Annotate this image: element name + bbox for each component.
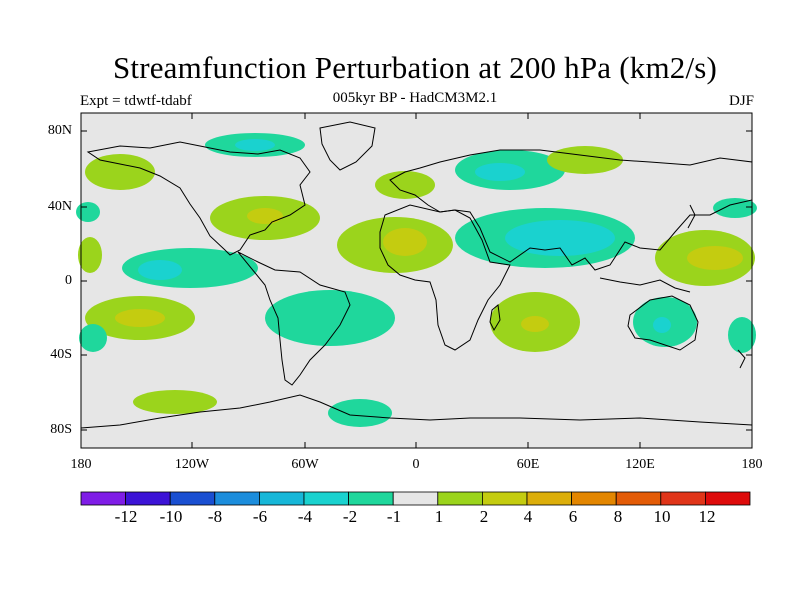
colorbar-label: 6: [568, 507, 578, 526]
anomaly-region: [383, 228, 427, 256]
lon-label: 60E: [516, 457, 540, 472]
colorbar-swatch: [481, 491, 528, 506]
anomaly-region: [265, 290, 395, 346]
anomaly-region: [115, 309, 165, 327]
colorbar-label: -8: [207, 507, 223, 526]
anomaly-region: [687, 246, 743, 270]
anomaly-region: [76, 202, 100, 222]
lon-label: 120W: [174, 457, 210, 472]
colorbar-label: -10: [159, 507, 183, 526]
anomaly-region: [78, 237, 102, 273]
experiment-label: Expt = tdwtf-tdabf: [80, 93, 192, 109]
colorbar-label: 12: [698, 507, 716, 526]
coastline-new-zealand: [737, 349, 746, 369]
anomaly-region: [375, 171, 435, 199]
coastline-south-america: [237, 251, 351, 386]
anomaly-region: [133, 390, 217, 414]
colorbar-swatch: [705, 491, 751, 506]
plot-subtitle: 005kyr BP - HadCM3M2.1: [332, 90, 498, 106]
coastline-madagascar: [489, 304, 501, 332]
colorbar: [80, 491, 751, 506]
coastline-japan: [687, 204, 696, 229]
lon-label: 120E: [625, 457, 655, 472]
coastline-australia: [627, 295, 699, 351]
coastline-africa: [379, 204, 511, 351]
colorbar-swatch: [437, 491, 483, 506]
coastline-antarctica: [80, 394, 753, 429]
lat-label: 40N: [47, 199, 72, 214]
axis-ticks: [81, 113, 752, 448]
colorbar-swatch: [660, 491, 706, 506]
coastline-eurasia: [389, 149, 753, 271]
anomaly-region: [713, 198, 757, 218]
anomaly-region: [728, 317, 756, 353]
anomaly-fields: [76, 133, 757, 427]
anomaly-region: [475, 163, 525, 181]
colorbar-swatch: [169, 491, 216, 506]
colorbar-label: -6: [252, 507, 268, 526]
colorbar-swatch: [526, 491, 572, 506]
colorbar-label: -4: [297, 507, 313, 526]
lat-label: 0: [65, 273, 72, 288]
lon-label: 180: [741, 457, 763, 472]
colorbar-label: 4: [523, 507, 533, 526]
lon-label: 0: [412, 457, 420, 472]
colorbar-label: 1: [434, 507, 444, 526]
anomaly-region: [247, 208, 283, 224]
colorbar-swatch: [392, 491, 439, 506]
colorbar-swatch: [303, 491, 349, 506]
coastline-north-america: [86, 141, 311, 256]
colorbar-label: -2: [342, 507, 358, 526]
colorbar-swatch: [258, 491, 305, 506]
colorbar-label: -12: [114, 507, 138, 526]
lat-label: 80S: [50, 422, 72, 437]
anomaly-region: [521, 316, 549, 332]
colorbar-swatch: [348, 491, 394, 506]
colorbar-swatch: [615, 491, 662, 506]
colorbar-label: 10: [653, 507, 671, 526]
coastlines: [80, 121, 753, 429]
colorbar-swatch: [571, 491, 617, 506]
anomaly-region: [505, 220, 615, 256]
colorbar-swatch: [125, 491, 171, 506]
anomaly-region: [328, 399, 392, 427]
anomaly-region: [653, 317, 671, 333]
coastline-indonesia: [599, 277, 691, 293]
anomaly-region: [85, 154, 155, 190]
anomaly-region: [235, 139, 275, 151]
anomaly-region: [79, 324, 107, 352]
colorbar-swatch: [214, 491, 260, 506]
lat-label: 40S: [50, 347, 72, 362]
lon-label: 60W: [291, 457, 319, 472]
colorbar-label: 8: [613, 507, 623, 526]
colorbar-swatch: [80, 491, 126, 506]
coastline-greenland: [319, 121, 376, 171]
lat-label: 80N: [47, 123, 72, 138]
anomaly-region: [547, 146, 623, 174]
anomaly-region: [138, 260, 182, 280]
season-label: DJF: [728, 93, 754, 109]
colorbar-label: 2: [479, 507, 489, 526]
plot-title: Streamfunction Perturbation at 200 hPa (…: [112, 50, 718, 85]
lon-label: 180: [70, 457, 92, 472]
colorbar-label: -1: [386, 507, 402, 526]
